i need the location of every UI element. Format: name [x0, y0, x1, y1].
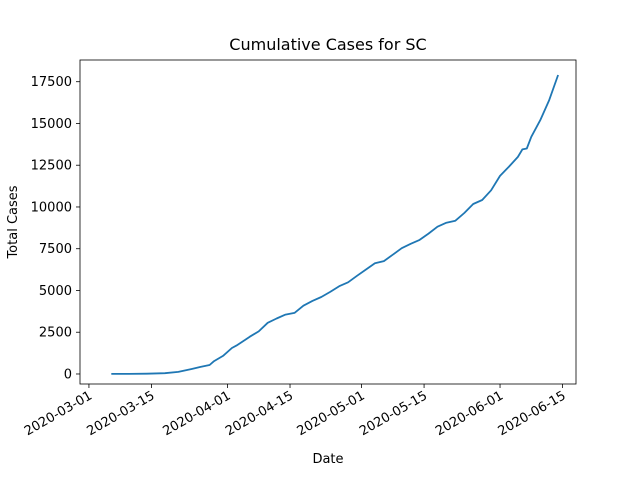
x-axis-label: Date — [312, 452, 343, 467]
y-axis-label: Total Cases — [6, 185, 21, 259]
y-tick-label: 12500 — [31, 159, 72, 174]
y-tick-label: 17500 — [31, 75, 72, 90]
y-tick-label: 7500 — [39, 242, 72, 257]
x-tick-label: 2020-06-01 — [433, 388, 506, 439]
x-tick-label: 2020-03-01 — [22, 388, 95, 439]
x-tick-label: 2020-05-01 — [295, 388, 368, 439]
y-tick-label: 15000 — [31, 117, 72, 132]
y-tick-label: 5000 — [39, 284, 72, 299]
y-tick-label: 2500 — [39, 326, 72, 341]
x-tick-label: 2020-06-15 — [496, 388, 569, 439]
chart-title: Cumulative Cases for SC — [229, 35, 426, 54]
series-line — [111, 74, 559, 375]
y-tick-label: 10000 — [31, 200, 72, 215]
y-axis-ticks: 0 2500 5000 7500 10000 12500 15000 17500 — [31, 75, 80, 382]
axes-frame — [79, 59, 577, 385]
x-tick-label: 2020-03-15 — [85, 388, 158, 439]
x-tick-label: 2020-04-01 — [161, 388, 234, 439]
x-tick-label: 2020-04-15 — [223, 388, 296, 439]
x-tick-label: 2020-05-15 — [357, 388, 430, 439]
y-tick-label: 0 — [64, 367, 72, 382]
plot-area — [79, 59, 577, 385]
